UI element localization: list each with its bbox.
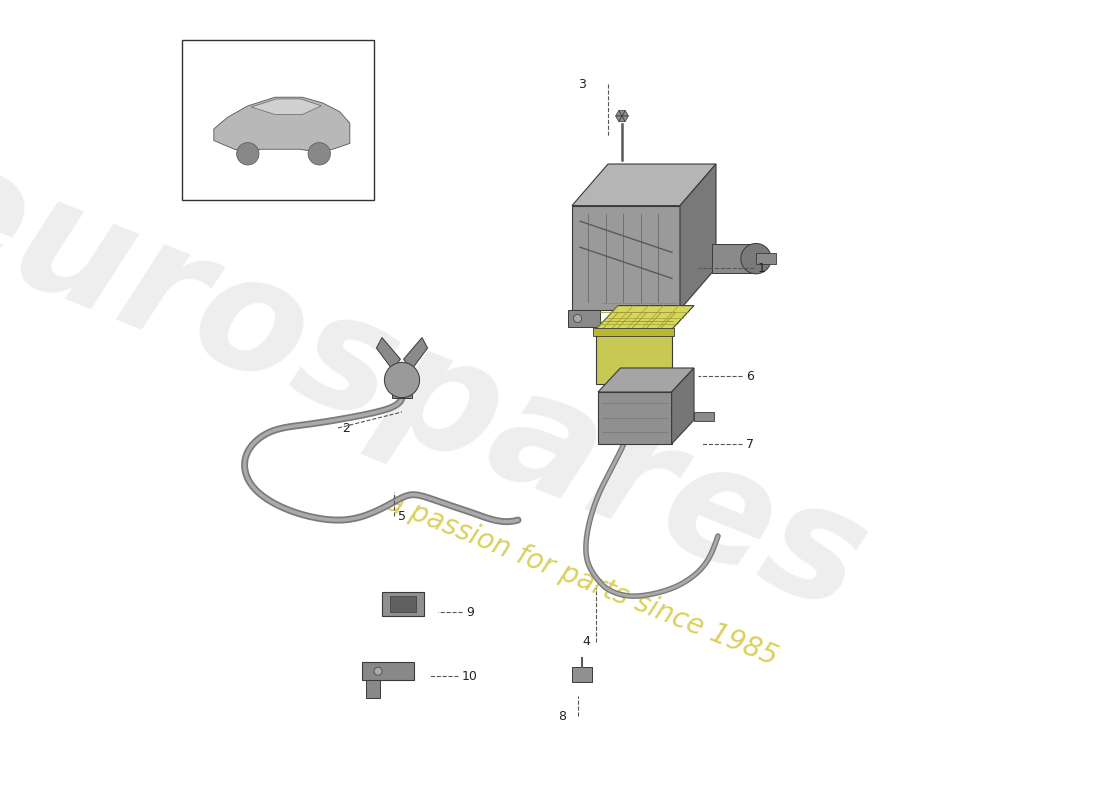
Bar: [595, 330, 672, 384]
Bar: [393, 370, 411, 398]
Bar: [568, 310, 600, 327]
Polygon shape: [621, 116, 628, 122]
Text: 5: 5: [398, 510, 406, 522]
Circle shape: [374, 667, 382, 675]
Bar: [631, 310, 663, 327]
Text: 9: 9: [466, 606, 474, 618]
Polygon shape: [619, 110, 625, 116]
Circle shape: [384, 362, 419, 398]
Bar: [572, 667, 592, 682]
Circle shape: [236, 142, 258, 165]
Circle shape: [308, 142, 330, 165]
Polygon shape: [251, 99, 321, 114]
Circle shape: [573, 314, 582, 322]
Text: 10: 10: [462, 670, 477, 682]
Polygon shape: [593, 328, 674, 336]
Polygon shape: [376, 338, 400, 370]
Bar: [382, 592, 424, 616]
Circle shape: [740, 243, 771, 274]
Text: 3: 3: [578, 78, 586, 90]
Polygon shape: [616, 116, 622, 122]
Polygon shape: [621, 110, 628, 116]
Polygon shape: [595, 306, 694, 330]
Bar: [756, 253, 775, 264]
Bar: [182, 40, 374, 200]
Text: eurospares: eurospares: [0, 123, 888, 645]
Text: 6: 6: [746, 370, 754, 382]
Polygon shape: [598, 368, 694, 392]
Bar: [390, 596, 416, 612]
Polygon shape: [404, 338, 428, 370]
Polygon shape: [680, 164, 716, 310]
Bar: [572, 206, 680, 310]
Text: 4: 4: [582, 635, 590, 648]
Polygon shape: [672, 368, 694, 444]
Text: a passion for parts since 1985: a passion for parts since 1985: [382, 489, 782, 671]
Bar: [694, 411, 714, 421]
Polygon shape: [619, 116, 625, 122]
Text: 2: 2: [342, 422, 350, 434]
Bar: [366, 680, 381, 698]
Bar: [362, 662, 414, 680]
Polygon shape: [616, 110, 622, 116]
Polygon shape: [213, 97, 350, 152]
Text: 1: 1: [758, 262, 766, 274]
Bar: [712, 244, 756, 273]
Circle shape: [637, 314, 645, 322]
Polygon shape: [572, 164, 716, 206]
Text: 8: 8: [558, 710, 566, 722]
Bar: [598, 392, 672, 444]
Text: 7: 7: [746, 438, 754, 450]
